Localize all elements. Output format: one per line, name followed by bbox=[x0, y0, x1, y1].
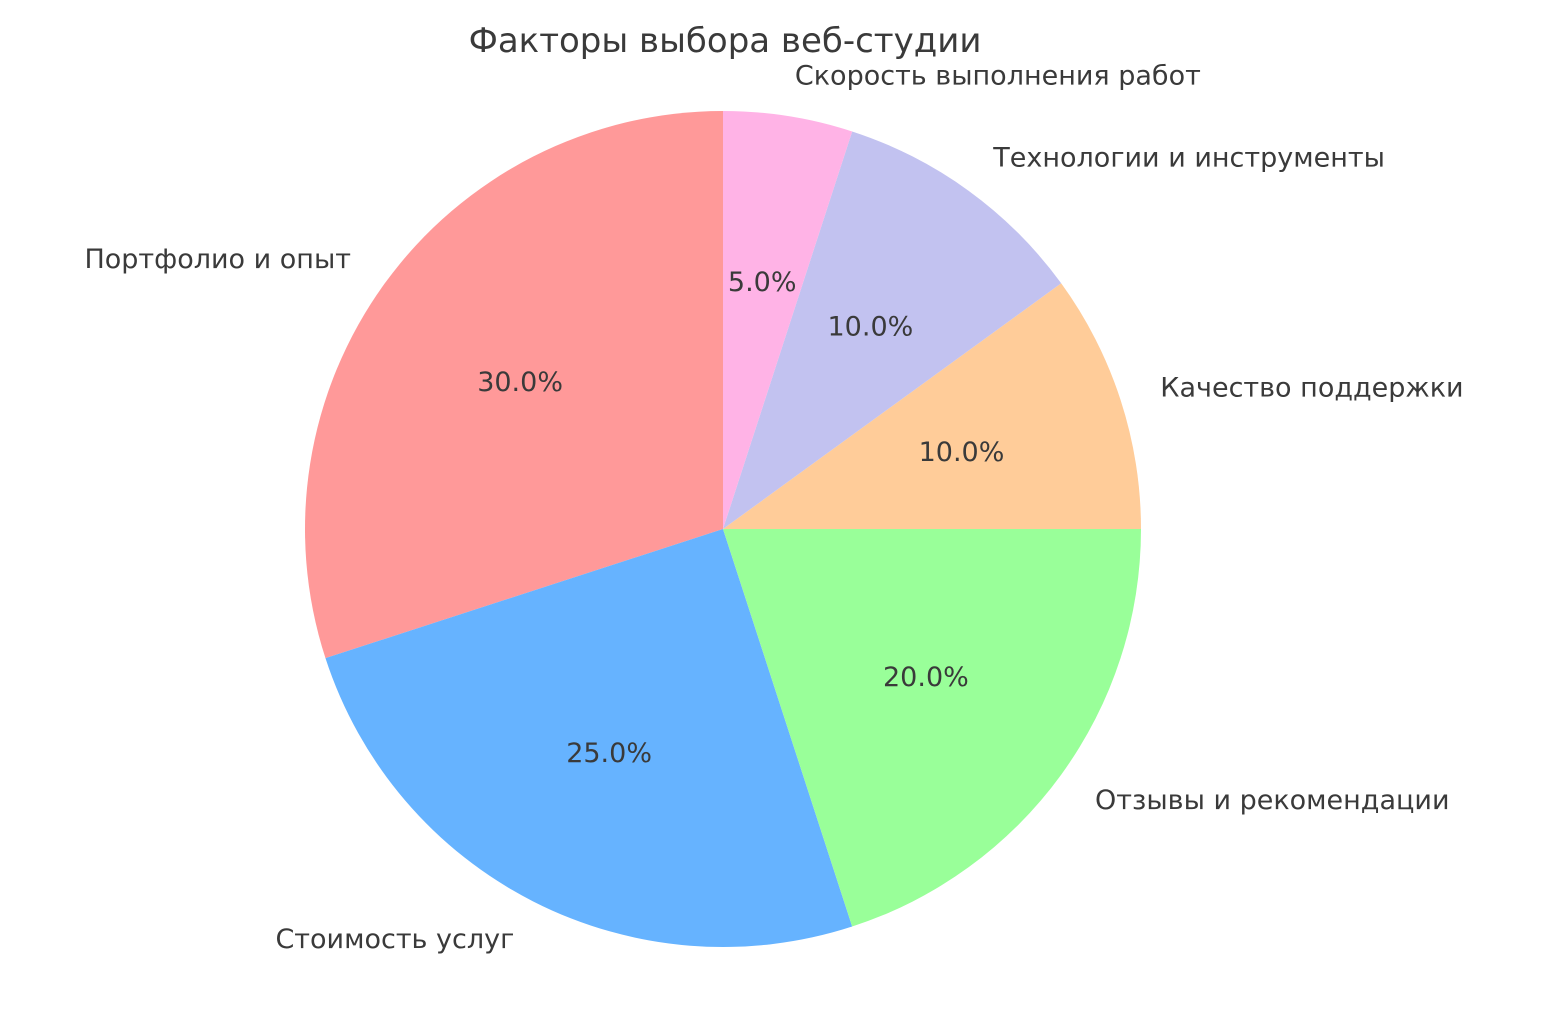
pie-percent-label: 5.0% bbox=[728, 267, 797, 298]
pie-category-label: Портфолио и опыт bbox=[84, 244, 351, 275]
pie-percent-label: 25.0% bbox=[566, 738, 652, 769]
pie-percent-labels: 30.0% 25.0% 20.0% 10.0% 10.0% 5.0% bbox=[477, 267, 1004, 769]
pie-category-label: Отзывы и рекомендации bbox=[1095, 785, 1450, 816]
pie-slices bbox=[305, 111, 1141, 947]
pie-percent-label: 10.0% bbox=[828, 312, 914, 343]
pie-slice-2 bbox=[325, 529, 853, 947]
pie-slice-3 bbox=[723, 529, 1141, 927]
pie-category-labels: Портфолио и опыт Стоимость услуг Отзывы и … bbox=[84, 60, 1463, 955]
pie-percent-label: 10.0% bbox=[919, 437, 1005, 468]
pie-category-label: Скорость выполнения работ bbox=[795, 60, 1201, 91]
pie-percent-label: 30.0% bbox=[477, 367, 563, 398]
chart-title: Факторы выбора веб-студии bbox=[469, 21, 982, 61]
pie-slice-6 bbox=[723, 111, 853, 529]
pie-category-label: Технологии и инструменты bbox=[992, 142, 1385, 173]
pie-category-label: Качество поддержки bbox=[1160, 372, 1463, 403]
pie-category-label: Стоимость услуг bbox=[275, 924, 514, 955]
pie-percent-label: 20.0% bbox=[883, 662, 969, 693]
pie-slice-5 bbox=[723, 131, 1062, 529]
pie-slice-4 bbox=[723, 283, 1141, 529]
pie-slice-1 bbox=[305, 111, 723, 659]
